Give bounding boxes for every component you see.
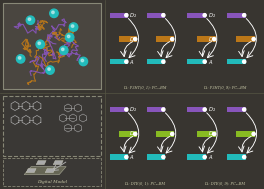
FancyBboxPatch shape <box>3 158 101 186</box>
Circle shape <box>50 9 58 18</box>
Circle shape <box>162 60 165 63</box>
FancyBboxPatch shape <box>147 59 165 64</box>
FancyBboxPatch shape <box>187 107 206 112</box>
FancyBboxPatch shape <box>156 131 174 137</box>
Polygon shape <box>45 169 55 173</box>
FancyBboxPatch shape <box>227 59 246 64</box>
Circle shape <box>134 38 137 41</box>
Text: Digital Model: Digital Model <box>37 180 67 184</box>
Circle shape <box>125 155 128 159</box>
FancyBboxPatch shape <box>197 131 216 137</box>
Text: $D_2$: $D_2$ <box>208 105 216 114</box>
FancyBboxPatch shape <box>3 3 101 89</box>
Text: $D_1$: $D_1$ <box>129 35 137 44</box>
Circle shape <box>36 40 44 49</box>
FancyBboxPatch shape <box>227 154 246 160</box>
Circle shape <box>171 38 174 41</box>
Polygon shape <box>36 161 46 165</box>
Circle shape <box>162 155 165 159</box>
Circle shape <box>125 14 128 17</box>
FancyBboxPatch shape <box>197 36 216 42</box>
Polygon shape <box>53 161 63 165</box>
FancyBboxPatch shape <box>110 59 128 64</box>
FancyBboxPatch shape <box>187 12 206 18</box>
Text: $D_1$: $D_1$ <box>208 129 216 138</box>
Circle shape <box>243 60 246 63</box>
Circle shape <box>134 132 137 136</box>
Circle shape <box>67 35 70 38</box>
FancyBboxPatch shape <box>156 36 174 42</box>
Text: D₁: DTE(0, 9): PC₃₀BM: D₁: DTE(0, 9): PC₃₀BM <box>204 181 245 185</box>
Circle shape <box>125 108 128 111</box>
Circle shape <box>203 108 206 111</box>
FancyBboxPatch shape <box>236 131 255 137</box>
Circle shape <box>18 57 21 59</box>
Text: D₁: P3HT(0, 9): PC₃₀BM: D₁: P3HT(0, 9): PC₃₀BM <box>203 85 246 90</box>
FancyBboxPatch shape <box>147 107 165 112</box>
Circle shape <box>28 18 31 20</box>
Text: $A$: $A$ <box>129 153 135 161</box>
Circle shape <box>162 108 165 111</box>
FancyBboxPatch shape <box>147 154 165 160</box>
Circle shape <box>252 132 255 136</box>
Circle shape <box>213 132 216 136</box>
Circle shape <box>243 108 246 111</box>
Text: $D_1$: $D_1$ <box>129 129 137 138</box>
Circle shape <box>62 48 64 51</box>
Circle shape <box>203 60 206 63</box>
FancyBboxPatch shape <box>119 36 137 42</box>
Text: $A$: $A$ <box>208 58 213 66</box>
Circle shape <box>171 132 174 136</box>
FancyBboxPatch shape <box>227 12 246 18</box>
Circle shape <box>125 60 128 63</box>
FancyBboxPatch shape <box>187 154 206 160</box>
Circle shape <box>16 55 25 63</box>
Text: $A$: $A$ <box>208 153 213 161</box>
Polygon shape <box>26 169 36 173</box>
Circle shape <box>69 23 78 31</box>
Circle shape <box>65 33 74 42</box>
Text: $D_2$: $D_2$ <box>129 11 137 20</box>
FancyBboxPatch shape <box>119 131 137 137</box>
Circle shape <box>79 57 88 66</box>
Circle shape <box>162 14 165 17</box>
Circle shape <box>71 25 74 27</box>
FancyBboxPatch shape <box>227 107 246 112</box>
FancyBboxPatch shape <box>236 36 255 42</box>
Text: $A$: $A$ <box>129 58 135 66</box>
Circle shape <box>48 68 50 70</box>
Text: D₁: DTE(0, 1): PC₃₀BM: D₁: DTE(0, 1): PC₃₀BM <box>124 181 166 185</box>
FancyBboxPatch shape <box>110 12 128 18</box>
Circle shape <box>252 38 255 41</box>
Text: $D_2$: $D_2$ <box>208 11 216 20</box>
Text: D₁: P3HT(0, 1): PC₃₀BM: D₁: P3HT(0, 1): PC₃₀BM <box>123 85 167 90</box>
Circle shape <box>243 14 246 17</box>
FancyBboxPatch shape <box>3 96 101 156</box>
Circle shape <box>203 14 206 17</box>
Circle shape <box>81 59 84 62</box>
Circle shape <box>213 38 216 41</box>
Circle shape <box>60 46 68 54</box>
Text: $D_2$: $D_2$ <box>129 105 137 114</box>
Circle shape <box>52 11 54 14</box>
Polygon shape <box>24 167 66 175</box>
FancyBboxPatch shape <box>147 12 165 18</box>
Circle shape <box>26 16 35 24</box>
Circle shape <box>203 155 206 159</box>
FancyBboxPatch shape <box>110 154 128 160</box>
Text: $D_1$: $D_1$ <box>208 35 216 44</box>
Circle shape <box>243 155 246 159</box>
Circle shape <box>38 42 41 45</box>
FancyBboxPatch shape <box>187 59 206 64</box>
FancyBboxPatch shape <box>110 107 128 112</box>
Circle shape <box>46 66 54 74</box>
